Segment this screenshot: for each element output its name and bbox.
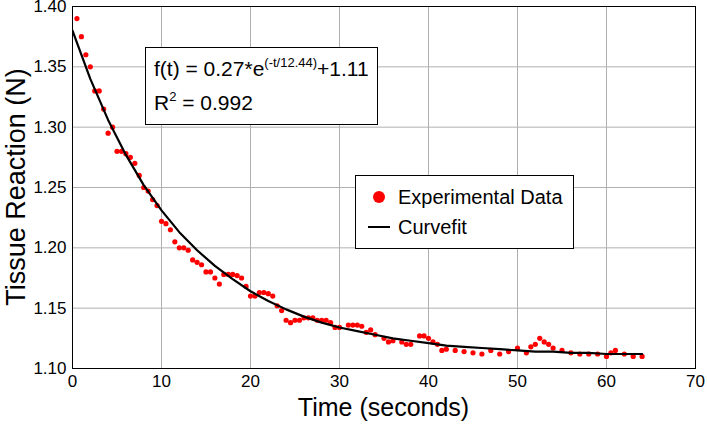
svg-text:1.20: 1.20: [33, 238, 66, 257]
html-text:f(t) = 0.27*e(-t/12.44)+1.11: f(t) = 0.27*e(-t/12.44)+1.11: [154, 55, 369, 80]
html-text:R2= 0.992: R2= 0.992: [154, 89, 253, 114]
svg-text:1.35: 1.35: [33, 57, 66, 76]
svg-text:1.30: 1.30: [33, 118, 66, 137]
html-text:Time (seconds): Time (seconds): [297, 393, 470, 421]
html-text:Experimental Data: Experimental Data: [398, 185, 563, 208]
svg-text:40: 40: [419, 372, 438, 391]
svg-text:10: 10: [152, 372, 171, 391]
svg-text:1.25: 1.25: [33, 178, 66, 197]
svg-text:30: 30: [330, 372, 349, 391]
svg-text:1.15: 1.15: [33, 299, 66, 318]
html-text:Curvefit: Curvefit: [398, 215, 467, 238]
svg-text:1.10: 1.10: [33, 359, 66, 378]
svg-text:50: 50: [508, 372, 527, 391]
svg-text:20: 20: [241, 372, 260, 391]
svg-text:70: 70: [686, 372, 705, 391]
svg-text:60: 60: [597, 372, 616, 391]
svg-text:0: 0: [68, 372, 77, 391]
svg-text:1.40: 1.40: [33, 0, 66, 16]
html-text:Tissue Reaction (N): Tissue Reaction (N): [0, 68, 31, 306]
